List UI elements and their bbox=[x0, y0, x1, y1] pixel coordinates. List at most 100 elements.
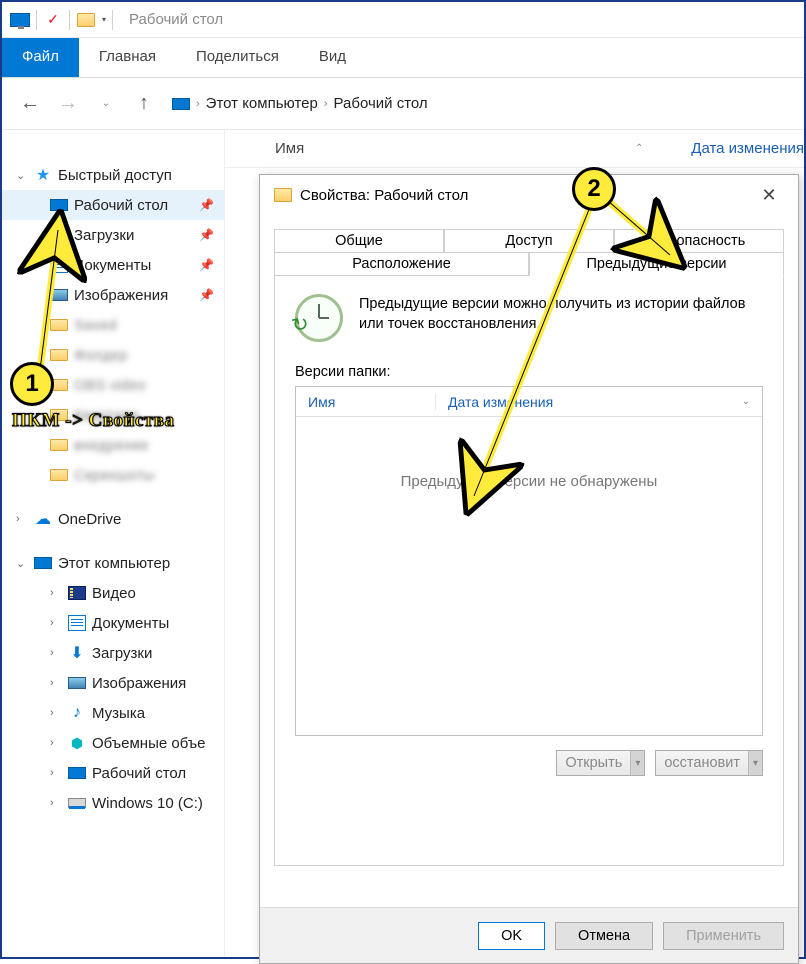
tree-downloads[interactable]: ⬇Загрузки📌 bbox=[2, 220, 224, 250]
pin-icon: 📌 bbox=[199, 228, 214, 242]
dialog-folder-icon bbox=[274, 188, 292, 202]
tab-location[interactable]: Расположение bbox=[274, 252, 529, 276]
images-icon bbox=[68, 677, 86, 689]
version-col-name[interactable]: Имя bbox=[296, 394, 436, 410]
nav-forward-icon[interactable]: → bbox=[58, 92, 78, 115]
tab-sharing[interactable]: Доступ bbox=[444, 229, 614, 253]
desktop-icon bbox=[68, 767, 86, 779]
restore-button[interactable]: осстановит▾ bbox=[655, 750, 763, 776]
onedrive-icon: ☁ bbox=[34, 511, 52, 527]
sort-indicator-icon: ⌄ bbox=[742, 396, 762, 407]
tree-folder[interactable]: Saved bbox=[2, 310, 224, 340]
nav-back-icon[interactable]: ← bbox=[20, 92, 40, 115]
versions-list[interactable]: Имя Дата изменения ⌄ Предыдущие версии н… bbox=[295, 386, 763, 736]
dropdown-icon[interactable]: ▾ bbox=[748, 751, 762, 775]
downloads-icon: ⬇ bbox=[68, 645, 86, 661]
folder-icon bbox=[50, 439, 68, 451]
column-headers[interactable]: Имя ⌃ Дата изменения bbox=[225, 130, 804, 168]
tree-this-pc[interactable]: ⌄Этот компьютер bbox=[2, 548, 224, 578]
folder-icon bbox=[50, 349, 68, 361]
close-button[interactable]: ✕ bbox=[754, 185, 784, 206]
version-col-date[interactable]: Дата изменения bbox=[436, 394, 565, 410]
column-date[interactable]: Дата изменения bbox=[691, 140, 804, 157]
tree-quick-access[interactable]: ⌄★Быстрый доступ bbox=[2, 160, 224, 190]
folder-icon bbox=[50, 319, 68, 331]
title-bar: ✓ ▾ Рабочий стол bbox=[2, 2, 804, 38]
tree-folder[interactable]: Квартира bbox=[2, 400, 224, 430]
qat-folder-icon[interactable] bbox=[76, 10, 96, 30]
breadcrumb-item-desktop[interactable]: Рабочий стол bbox=[334, 95, 428, 112]
folder-icon bbox=[50, 409, 68, 421]
tree-cdrive[interactable]: ›Windows 10 (C:) bbox=[2, 788, 224, 818]
info-text: Предыдущие версии можно получить из исто… bbox=[359, 294, 763, 342]
nav-up-icon[interactable]: ↑ bbox=[134, 92, 154, 115]
nav-bar: ← → ⌄ ↑ › Этот компьютер › Рабочий стол bbox=[2, 78, 804, 130]
tree-folder[interactable]: Фолдер bbox=[2, 340, 224, 370]
tab-content: ↻ Предыдущие версии можно получить из ис… bbox=[274, 276, 784, 866]
open-button[interactable]: Открыть▾ bbox=[556, 750, 645, 776]
folder-icon bbox=[50, 379, 68, 391]
dialog-title: Свойства: Рабочий стол bbox=[300, 187, 468, 204]
tree-onedrive[interactable]: ›☁OneDrive bbox=[2, 504, 224, 534]
pin-icon: 📌 bbox=[199, 198, 214, 212]
tree-folder[interactable]: внедрение bbox=[2, 430, 224, 460]
documents-icon bbox=[68, 615, 86, 631]
drive-icon bbox=[68, 798, 86, 808]
video-icon bbox=[68, 586, 86, 600]
tree-desktop[interactable]: Рабочий стол📌 bbox=[2, 190, 224, 220]
ok-button[interactable]: OK bbox=[478, 922, 545, 950]
ribbon-tab-file[interactable]: Файл bbox=[2, 38, 79, 77]
desktop-icon bbox=[50, 199, 68, 211]
pin-icon: 📌 bbox=[199, 288, 214, 302]
images-icon bbox=[50, 289, 68, 301]
tree-desktop[interactable]: ›Рабочий стол bbox=[2, 758, 224, 788]
dialog-footer: OK Отмена Применить bbox=[260, 907, 798, 963]
tab-previous-versions[interactable]: Предыдущие версии bbox=[529, 252, 784, 276]
tree-folder[interactable]: Скриншоты bbox=[2, 460, 224, 490]
tree-images[interactable]: ›Изображения bbox=[2, 668, 224, 698]
cube-icon: ⬢ bbox=[68, 735, 86, 751]
breadcrumb-pc-icon bbox=[172, 98, 190, 110]
folder-icon bbox=[50, 469, 68, 481]
pc-icon bbox=[34, 557, 52, 569]
history-icon: ↻ bbox=[295, 294, 343, 342]
tree-images[interactable]: Изображения📌 bbox=[2, 280, 224, 310]
versions-empty-text: Предыдущие версии не обнаружены bbox=[296, 417, 762, 490]
main-pane: Имя ⌃ Дата изменения Свойства: Рабочий с… bbox=[224, 130, 804, 957]
dropdown-icon[interactable]: ▾ bbox=[630, 751, 644, 775]
breadcrumb-item-pc[interactable]: Этот компьютер bbox=[206, 95, 318, 112]
dialog-titlebar[interactable]: Свойства: Рабочий стол ✕ bbox=[260, 175, 798, 215]
ribbon: Файл Главная Поделиться Вид bbox=[2, 38, 804, 78]
pin-icon: 📌 bbox=[199, 258, 214, 272]
apply-button[interactable]: Применить bbox=[663, 922, 784, 950]
sort-indicator-icon: ⌃ bbox=[635, 143, 643, 154]
window-icon bbox=[10, 10, 30, 30]
ribbon-tab-share[interactable]: Поделиться bbox=[176, 38, 299, 77]
qat-properties-icon[interactable]: ✓ bbox=[43, 10, 63, 30]
tab-security[interactable]: Безопасность bbox=[614, 229, 784, 253]
properties-dialog: Свойства: Рабочий стол ✕ Общие Доступ Бе… bbox=[259, 174, 799, 964]
tree-3d-objects[interactable]: ›⬢Объемные объе bbox=[2, 728, 224, 758]
tree-folder[interactable]: OBS video bbox=[2, 370, 224, 400]
column-name[interactable]: Имя bbox=[275, 140, 635, 157]
cancel-button[interactable]: Отмена bbox=[555, 922, 653, 950]
ribbon-tab-home[interactable]: Главная bbox=[79, 38, 176, 77]
qat-dropdown-icon[interactable]: ▾ bbox=[102, 15, 106, 24]
star-icon: ★ bbox=[34, 167, 52, 183]
versions-header[interactable]: Имя Дата изменения ⌄ bbox=[296, 387, 762, 417]
nav-recent-icon[interactable]: ⌄ bbox=[96, 98, 116, 109]
tab-general[interactable]: Общие bbox=[274, 229, 444, 253]
documents-icon bbox=[50, 257, 68, 273]
downloads-icon: ⬇ bbox=[50, 227, 68, 243]
tree-documents[interactable]: Документы📌 bbox=[2, 250, 224, 280]
tree-video[interactable]: ›Видео bbox=[2, 578, 224, 608]
tree-music[interactable]: ›♪Музыка bbox=[2, 698, 224, 728]
versions-label: Версии папки: bbox=[295, 364, 763, 380]
ribbon-tab-view[interactable]: Вид bbox=[299, 38, 366, 77]
music-icon: ♪ bbox=[68, 705, 86, 721]
tree-downloads[interactable]: ›⬇Загрузки bbox=[2, 638, 224, 668]
breadcrumb[interactable]: › Этот компьютер › Рабочий стол bbox=[172, 95, 428, 112]
window-title: Рабочий стол bbox=[129, 11, 223, 28]
tree-documents[interactable]: ›Документы bbox=[2, 608, 224, 638]
nav-tree: ⌄★Быстрый доступ Рабочий стол📌 ⬇Загрузки… bbox=[2, 130, 224, 957]
